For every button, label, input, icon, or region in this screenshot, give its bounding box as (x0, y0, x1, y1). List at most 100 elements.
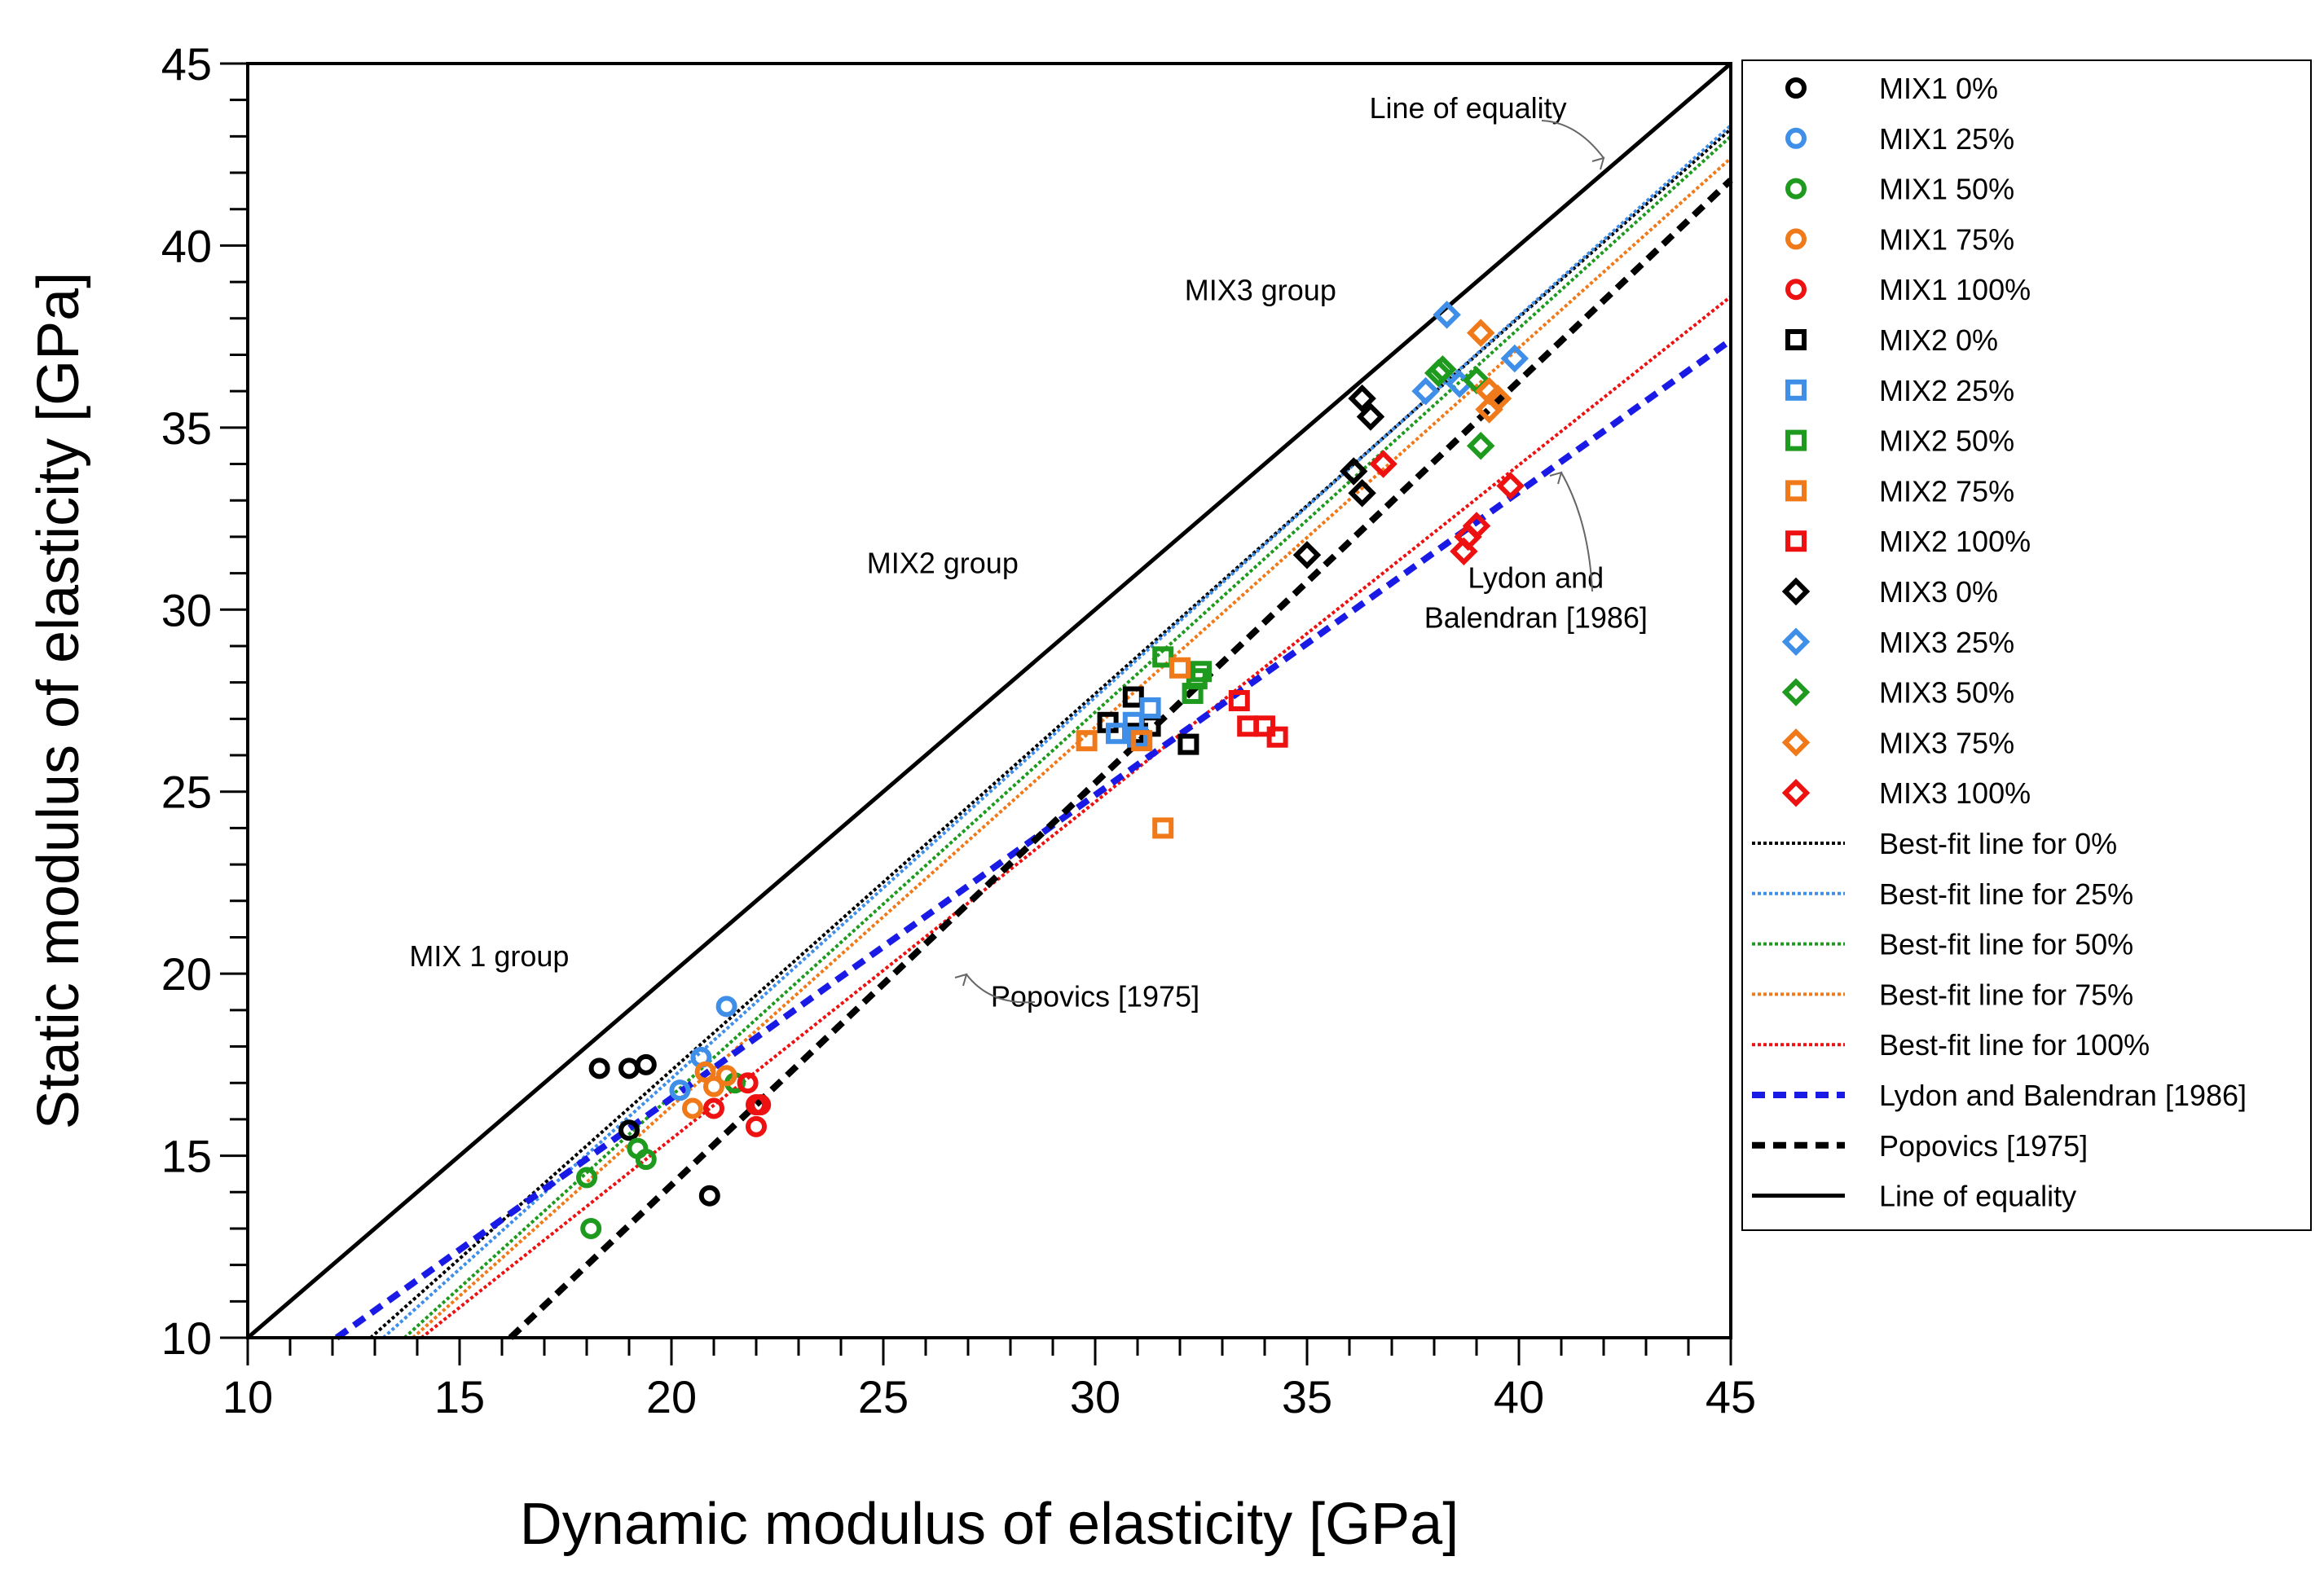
legend-symbol (1785, 279, 1807, 301)
point-mix2-75 (1131, 730, 1153, 752)
y-axis-title: Static modulus of elasticity [GPa] (26, 272, 91, 1129)
point-mix3-0 (1339, 457, 1368, 486)
point-mix2-0 (1122, 686, 1144, 708)
annotation-line-of-equality: Line of equality (1370, 91, 1567, 125)
point-mix3-75 (1475, 395, 1503, 424)
point-mix1-25 (715, 996, 737, 1018)
point-mix2-50 (1191, 661, 1212, 683)
y-tick-label: 25 (161, 767, 212, 818)
legend-entry: Lydon and Balendran [1986] (1752, 1079, 2247, 1112)
legend-entry: MIX2 50% (1785, 424, 2014, 458)
point-mix1-100 (737, 1072, 759, 1094)
point-mix2-100 (1266, 726, 1288, 748)
point-mix3-0 (1348, 479, 1376, 508)
y-tick-label: 35 (161, 402, 212, 454)
point-mix3-0 (1292, 541, 1322, 569)
legend-entry: Best-fit line for 25% (1752, 877, 2133, 911)
x-tick-label: 45 (1706, 1371, 1756, 1422)
point-mix3-25 (1433, 301, 1461, 329)
legend-entry: Line of equality (1752, 1180, 2076, 1213)
legend-symbol (1781, 627, 1811, 657)
legend-label: MIX1 25% (1879, 122, 2014, 156)
legend-symbol (1785, 228, 1807, 250)
point-mix3-100 (1369, 450, 1397, 478)
point-mix3-25 (1500, 344, 1530, 373)
legend-entry: MIX2 100% (1785, 525, 2031, 558)
point-mix2-75 (1152, 817, 1174, 839)
legend-entry: MIX1 0% (1785, 72, 1998, 105)
y-tick-label: 30 (161, 584, 212, 635)
legend-entry: Best-fit line for 50% (1752, 928, 2133, 961)
point-mix1-50 (580, 1217, 602, 1239)
legend-label: MIX3 75% (1879, 726, 2014, 759)
point-mix2-25 (1106, 723, 1127, 745)
x-tick-label: 25 (858, 1371, 909, 1422)
legend-entry: MIX3 50% (1781, 676, 2014, 710)
legend-label: Best-fit line for 75% (1879, 978, 2133, 1011)
point-mix3-50 (1466, 431, 1495, 460)
y-tick-label: 15 (161, 1131, 212, 1182)
plot-frame (246, 62, 1732, 1339)
point-mix2-25 (1139, 697, 1161, 719)
annotation-mix3-group: MIX3 group (1185, 273, 1336, 306)
point-mix1-100 (703, 1097, 724, 1119)
line-best-fit-line-for-0 (369, 127, 1732, 1339)
point-mix1-0 (698, 1185, 720, 1207)
point-mix3-0 (1356, 402, 1385, 431)
line-best-fit-line-for-100 (420, 295, 1732, 1339)
annotation-popovics-1975: Popovics [1975] (991, 979, 1199, 1013)
point-mix1-50 (635, 1149, 657, 1171)
legend-entry: MIX3 75% (1781, 726, 2014, 759)
y-tick-label: 45 (161, 38, 212, 90)
y-tick-label: 40 (161, 220, 212, 271)
legend-label: Best-fit line for 25% (1879, 877, 2133, 911)
arrow-popovics-head (954, 973, 968, 987)
point-mix3-75 (1466, 319, 1495, 347)
point-mix1-0 (635, 1053, 657, 1075)
x-tick-label: 20 (646, 1371, 697, 1422)
legend-label: MIX2 75% (1879, 474, 2014, 508)
point-mix3-0 (1348, 384, 1376, 413)
legend-symbol (1781, 678, 1811, 706)
legend-entry: MIX2 75% (1785, 474, 2014, 508)
legend-symbol (1781, 577, 1811, 606)
legend-label: Lydon and Balendran [1986] (1879, 1079, 2247, 1112)
legend-label: Best-fit line for 50% (1879, 928, 2133, 961)
annotation-mix-1-group: MIX 1 group (409, 939, 569, 973)
y-tick-label: 10 (161, 1312, 212, 1364)
legend-label: MIX1 100% (1879, 273, 2031, 306)
point-mix1-0 (588, 1057, 610, 1079)
legend-label: MIX3 0% (1879, 575, 1998, 609)
point-mix1-50 (576, 1167, 597, 1189)
x-tick-label: 35 (1282, 1371, 1332, 1422)
arrow-lydon-balendran-head (1549, 471, 1563, 485)
legend-symbol (1785, 429, 1807, 451)
arrow-lydon-balendran (1560, 472, 1593, 592)
legend-entry: MIX2 0% (1785, 323, 1998, 357)
legend-label: MIX2 25% (1879, 374, 2014, 407)
point-mix3-50 (1428, 355, 1457, 384)
legend-symbol (1785, 178, 1807, 200)
point-mix2-75 (1076, 730, 1098, 752)
point-mix3-100 (1454, 522, 1482, 552)
legend-entry: MIX2 25% (1785, 374, 2014, 407)
ticks-layer: 10 15 20 25 30 35 40 45 10 15 20 25 30 35 40 45 (161, 38, 1756, 1422)
annotation-mix2-group: MIX2 group (867, 547, 1019, 580)
point-mix2-50 (1152, 646, 1174, 668)
legend: MIX1 0% MIX1 25% MIX1 50% MIX1 75% MIX1 100%… (1741, 59, 2312, 1231)
y-tick-label: 20 (161, 948, 212, 1000)
x-axis-title: Dynamic modulus of elasticity [GPa] (520, 1492, 1459, 1557)
x-tick-label: 30 (1070, 1371, 1120, 1422)
point-mix1-75 (682, 1097, 703, 1119)
legend-label: Line of equality (1879, 1180, 2076, 1213)
arrow-popovics (966, 974, 1036, 1004)
legend-label: MIX2 0% (1879, 323, 1998, 357)
point-mix2-25 (1127, 726, 1148, 748)
annotation-lydon-and: Lydon and (1468, 561, 1604, 594)
x-tick-label: 10 (222, 1371, 273, 1422)
legend-label: MIX1 75% (1879, 222, 2014, 256)
point-mix2-75 (1169, 657, 1191, 679)
point-mix1-75 (694, 1061, 716, 1083)
legend-entry: Best-fit line for 75% (1752, 978, 2133, 1011)
legend-entry: MIX3 100% (1781, 776, 2031, 810)
